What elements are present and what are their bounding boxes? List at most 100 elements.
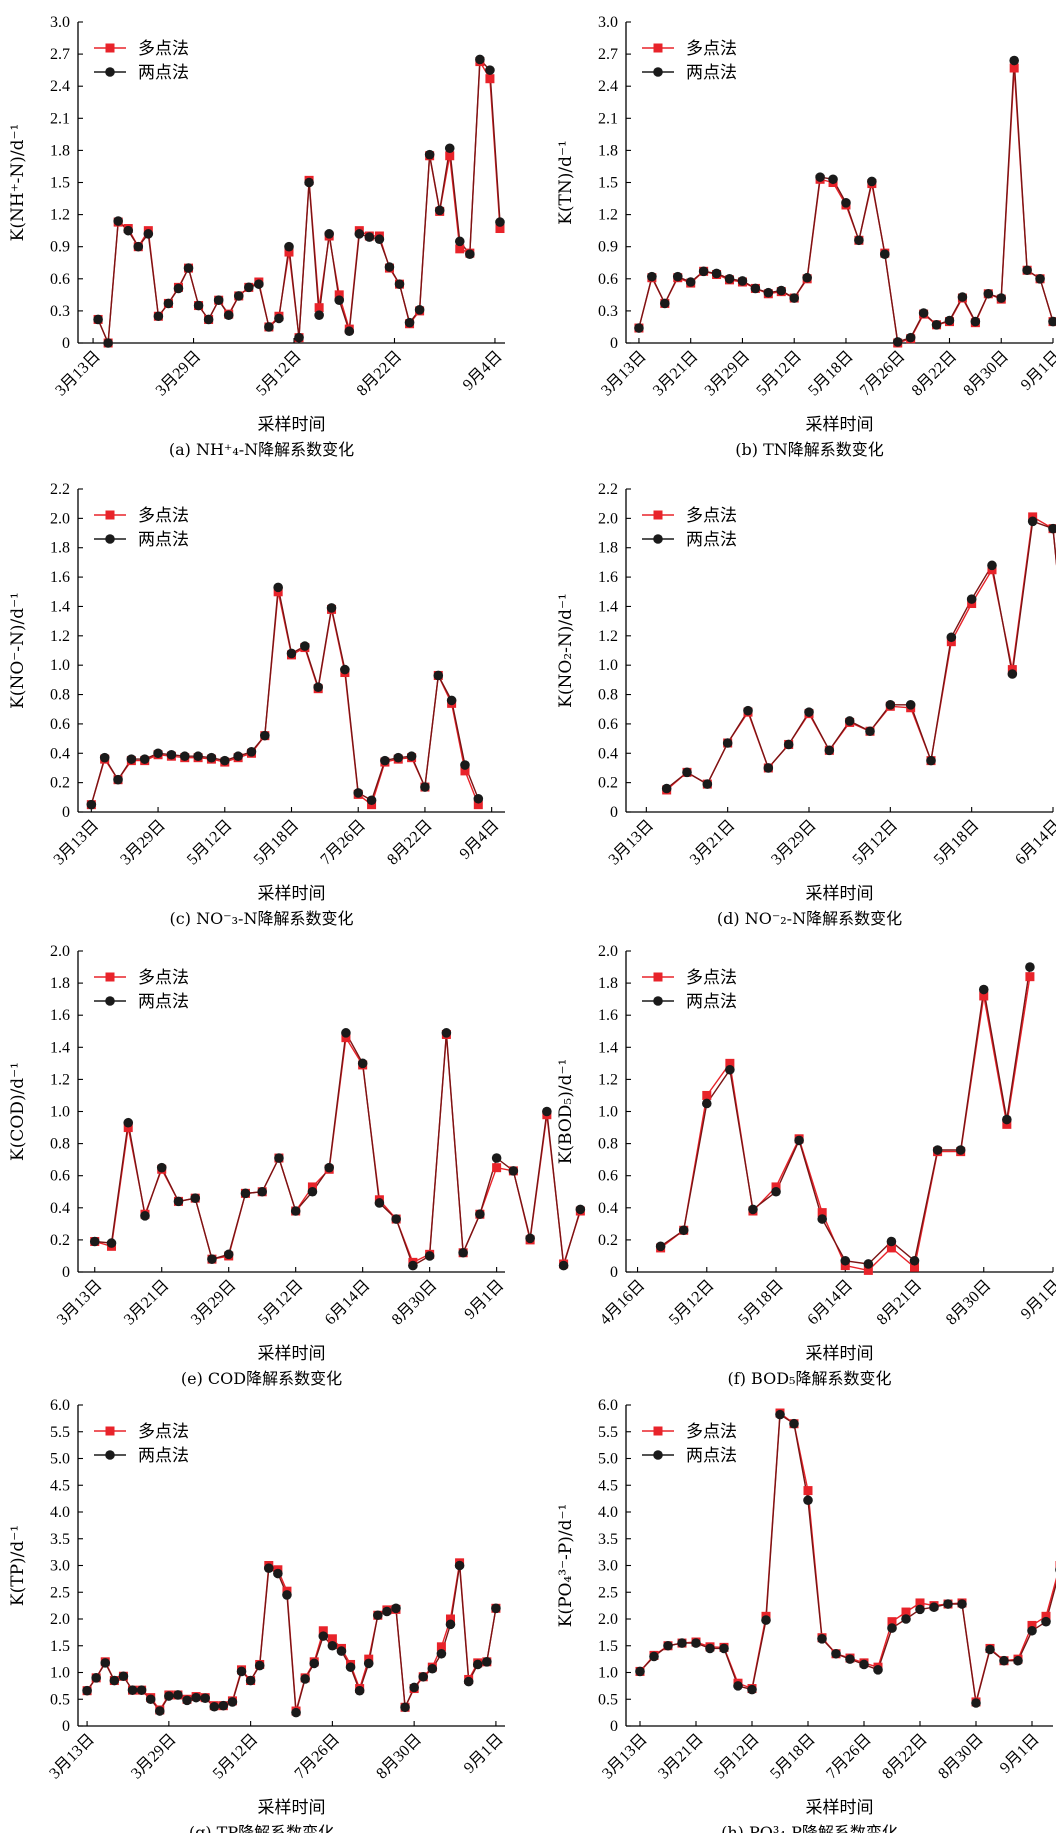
series-b-marker [344, 326, 355, 337]
y-tick-label: 1.8 [50, 975, 70, 992]
x-axis-label: 采样时间 [258, 884, 326, 904]
series-b-marker [701, 1098, 712, 1109]
y-tick-label: 0.6 [598, 271, 618, 288]
series-b-marker [465, 249, 475, 259]
series-b-marker [257, 1186, 267, 1197]
series-b-marker [404, 317, 415, 328]
series-b-marker [126, 754, 137, 764]
series-b-marker [460, 760, 470, 770]
series-b-marker [722, 738, 733, 748]
x-tick-label: 8月30日 [935, 1731, 987, 1783]
x-tick-label: 3月29日 [188, 1277, 240, 1329]
series-b-marker [957, 1599, 967, 1609]
series-a-marker [887, 1617, 897, 1627]
x-tick-label: 8月30日 [960, 348, 1012, 400]
series-b-marker [340, 664, 350, 675]
series-b-marker [154, 1706, 165, 1716]
series-a-marker [334, 290, 344, 300]
legend-label-b: 两点法 [686, 1446, 737, 1466]
series-b-marker [691, 1638, 701, 1648]
series-b-marker [136, 1685, 147, 1695]
series-b-marker [380, 755, 390, 766]
series-b-marker [655, 1241, 666, 1252]
series-b-marker [783, 739, 794, 750]
y-axis-label: K(NO₂-N)/d⁻¹ [556, 593, 576, 708]
series-b-marker [647, 271, 657, 282]
y-tick-label: 3.0 [50, 1558, 70, 1575]
series-b-marker [444, 143, 455, 154]
series-b-marker [841, 198, 851, 208]
series-b-marker [89, 1236, 100, 1247]
legend-label-a: 多点法 [686, 968, 737, 988]
series-b-marker [179, 751, 190, 762]
legend-marker-b [105, 534, 115, 544]
series-b-marker [1048, 523, 1056, 534]
y-tick-label: 0.4 [598, 1200, 618, 1217]
series-b-marker [682, 767, 692, 778]
series-b-marker [1035, 274, 1045, 284]
series-b-marker [274, 313, 284, 324]
series-a-marker [803, 1486, 813, 1496]
series-b-marker [414, 305, 425, 315]
series-b-marker [725, 1064, 735, 1075]
y-tick-label: 1.2 [50, 207, 70, 224]
series-b-marker [307, 1186, 318, 1197]
legend-marker-a [653, 972, 663, 982]
series-b-marker [985, 1644, 995, 1655]
y-tick-label: 1.4 [50, 598, 70, 615]
series-b-marker [775, 1409, 785, 1420]
series-b-marker [859, 1659, 869, 1670]
y-tick-label: 0 [610, 335, 618, 352]
series-b-marker [353, 788, 364, 798]
series-b-marker [1041, 1616, 1051, 1627]
legend-label-b: 两点法 [138, 1446, 189, 1466]
series-a-marker [910, 1262, 920, 1272]
chart-panel: 0 0.3 0.6 0.9 1.2 1.5 1.8 2.1 2.4 2.7 3.0 K(NH⁺-N)/… [8, 14, 506, 459]
series-b-marker [364, 232, 375, 242]
series-a-marker [979, 991, 989, 1001]
series-a-marker [445, 151, 455, 161]
chart-panel: 0 0.2 0.4 0.6 0.8 1.0 1.2 1.4 1.6 1.8 2.0 K(BOD₅)/d… [556, 943, 1056, 1388]
x-tick-label: 3月21日 [650, 348, 702, 400]
series-b-marker [424, 1251, 435, 1261]
series-line [90, 591, 479, 806]
y-tick-label: 2.2 [598, 481, 618, 498]
series-b-marker [133, 241, 144, 252]
x-tick-label: 5月12日 [753, 348, 805, 400]
series-b-marker [82, 1685, 92, 1696]
y-tick-label: 0 [62, 1264, 70, 1281]
series-b-marker [406, 751, 417, 762]
chart-panel: 0 0.5 1.0 1.5 2.0 2.5 3.0 3.5 4.0 4.5 5.0 5.5 6.0 K(P… [556, 1397, 1056, 1833]
series-b-marker [635, 1666, 645, 1677]
x-tick-label: 6月14日 [322, 1277, 374, 1329]
series-b-marker [454, 1560, 465, 1571]
series-b-marker [575, 1204, 586, 1215]
series-line [660, 976, 1031, 1272]
x-tick-label: 5月18日 [251, 817, 303, 869]
chart-panel: 0 0.5 1.0 1.5 2.0 2.5 3.0 3.5 4.0 4.5 5.0 5.5 6.0 K(T… [8, 1397, 507, 1833]
series-b-marker [200, 1693, 210, 1703]
legend-label-a: 多点法 [138, 39, 189, 59]
series-b-marker [374, 1198, 385, 1208]
series-b-marker [193, 300, 204, 311]
y-axis-label: K(NH⁺-N)/d⁻¹ [8, 124, 28, 242]
x-tick-label: 3月13日 [599, 1731, 651, 1783]
series-b-marker [173, 1690, 183, 1700]
x-tick-label: 7月26日 [317, 817, 369, 869]
y-tick-label: 0.2 [50, 775, 70, 792]
series-b-marker [865, 726, 875, 737]
series-b-marker [815, 172, 825, 182]
chart-panel: 0 0.3 0.6 0.9 1.2 1.5 1.8 2.1 2.4 2.7 3.0 K(TN)/d⁻¹… [556, 14, 1056, 459]
series-b-marker [803, 1495, 813, 1506]
series-b-marker [153, 311, 164, 322]
chart-caption: (a) NH⁺₄-N降解系数变化 [169, 440, 354, 459]
legend-label-b: 两点法 [686, 530, 737, 550]
y-tick-label: 0.6 [50, 716, 70, 733]
y-tick-label: 6.0 [50, 1397, 70, 1414]
series-b-marker [273, 582, 283, 593]
x-tick-label: 9月4日 [460, 348, 506, 394]
series-b-marker [970, 316, 981, 327]
legend-label-b: 两点法 [686, 63, 737, 83]
legend-marker-a [653, 1426, 663, 1436]
x-tick-label: 7月26日 [823, 1731, 875, 1783]
